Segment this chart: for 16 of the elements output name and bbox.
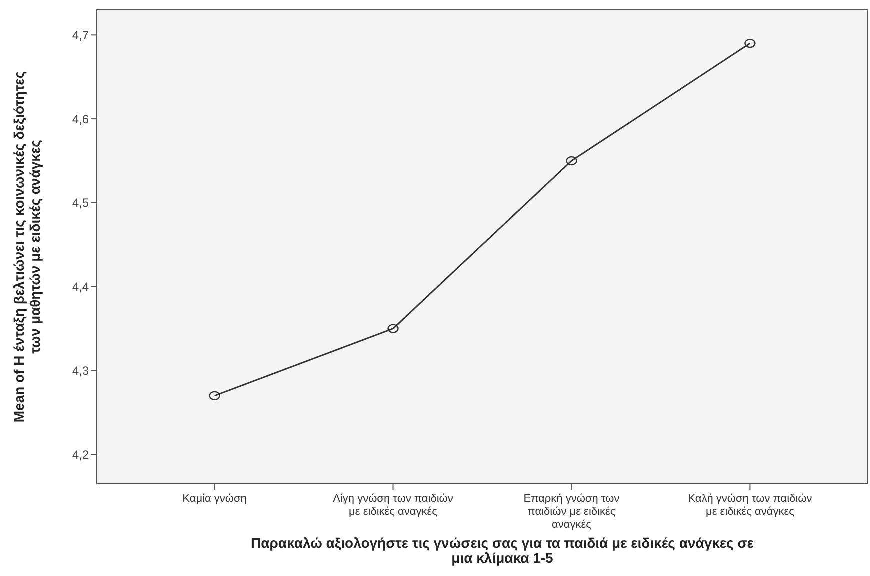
- y-axis-title: Mean of Η ένταξη βελτιώνει τις κοινωνικές δεξιότητες των μαθητών με ειδικές ανάγκες: [11, 71, 43, 423]
- y-tick-label: 4,6: [72, 112, 90, 126]
- x-tick-label: Καλή γνώση των παιδιών με ειδικές ανάγκες: [688, 493, 813, 518]
- y-tick-label: 4,4: [72, 280, 90, 294]
- x-tick-label: Λίγη γνώση των παιδιών με ειδικές αναγκές: [333, 493, 454, 518]
- point: [388, 324, 399, 334]
- point: [209, 391, 220, 401]
- y-tick-label: 4,3: [72, 364, 90, 378]
- x-axis-title: Παρακαλώ αξιολογήστε τις γνώσεις σας για τα παιδιά με ειδικές ανάγκες σε μια κλίμακα 1-5: [251, 535, 754, 566]
- x-tick-label: Καμία γνώση: [182, 493, 247, 505]
- point: [566, 156, 578, 166]
- x-tick-label: Επαρκή γνώση των παιδιών με ειδικές αναγκές: [524, 493, 620, 531]
- y-tick-label: 4,2: [72, 448, 90, 462]
- y-tick-label: 4,7: [72, 28, 90, 42]
- y-tick-label: 4,5: [72, 196, 90, 210]
- point: [744, 38, 756, 48]
